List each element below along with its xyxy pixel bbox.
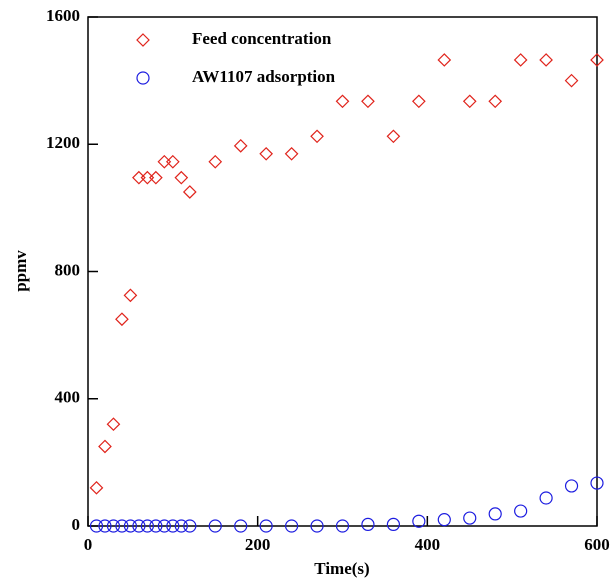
diamond-marker: [99, 440, 111, 452]
diamond-marker: [566, 75, 578, 87]
circle-marker: [489, 508, 501, 520]
legend-marker: [137, 34, 149, 46]
diamond-marker: [158, 156, 170, 168]
y-tick-label: 1600: [46, 6, 80, 25]
circle-marker: [566, 480, 578, 492]
diamond-marker: [337, 95, 349, 107]
y-tick-label: 1200: [46, 133, 80, 152]
x-tick-label: 0: [84, 535, 93, 554]
circle-marker: [438, 514, 450, 526]
diamond-marker: [438, 54, 450, 66]
diamond-marker: [260, 148, 272, 160]
diamond-marker: [311, 130, 323, 142]
legend-label: Feed concentration: [192, 29, 332, 48]
x-axis-title: Time(s): [314, 559, 369, 578]
diamond-marker: [464, 95, 476, 107]
legend-label: AW1107 adsorption: [192, 67, 336, 86]
y-tick-label: 400: [55, 388, 81, 407]
diamond-marker: [209, 156, 221, 168]
circle-marker: [515, 505, 527, 517]
diamond-marker: [90, 482, 102, 494]
diamond-marker: [540, 54, 552, 66]
y-tick-label: 0: [72, 515, 81, 534]
diamond-marker: [515, 54, 527, 66]
x-tick-label: 200: [245, 535, 271, 554]
circle-marker: [362, 518, 374, 530]
diamond-marker: [133, 172, 145, 184]
diamond-marker: [167, 156, 179, 168]
diamond-marker: [116, 313, 128, 325]
diamond-marker: [235, 140, 247, 152]
y-tick-label: 800: [55, 260, 81, 279]
diamond-marker: [362, 95, 374, 107]
chart: Time(s) ppmv 0 200 400 600 0 400 800 1200 1600 Fe…: [0, 0, 612, 583]
legend-marker: [137, 72, 149, 84]
plot-frame: [88, 17, 597, 526]
diamond-marker: [107, 418, 119, 430]
diamond-marker: [175, 172, 187, 184]
circle-marker: [540, 492, 552, 504]
diamond-marker: [286, 148, 298, 160]
diamond-marker: [124, 289, 136, 301]
circle-marker: [387, 518, 399, 530]
diamond-marker: [387, 130, 399, 142]
x-tick-label: 400: [415, 535, 441, 554]
diamond-marker: [141, 172, 153, 184]
diamond-marker: [150, 172, 162, 184]
x-tick-label: 600: [584, 535, 610, 554]
diamond-marker: [184, 186, 196, 198]
circle-marker: [464, 512, 476, 524]
y-axis-title: ppmv: [11, 250, 30, 292]
diamond-marker: [413, 95, 425, 107]
diamond-marker: [489, 95, 501, 107]
